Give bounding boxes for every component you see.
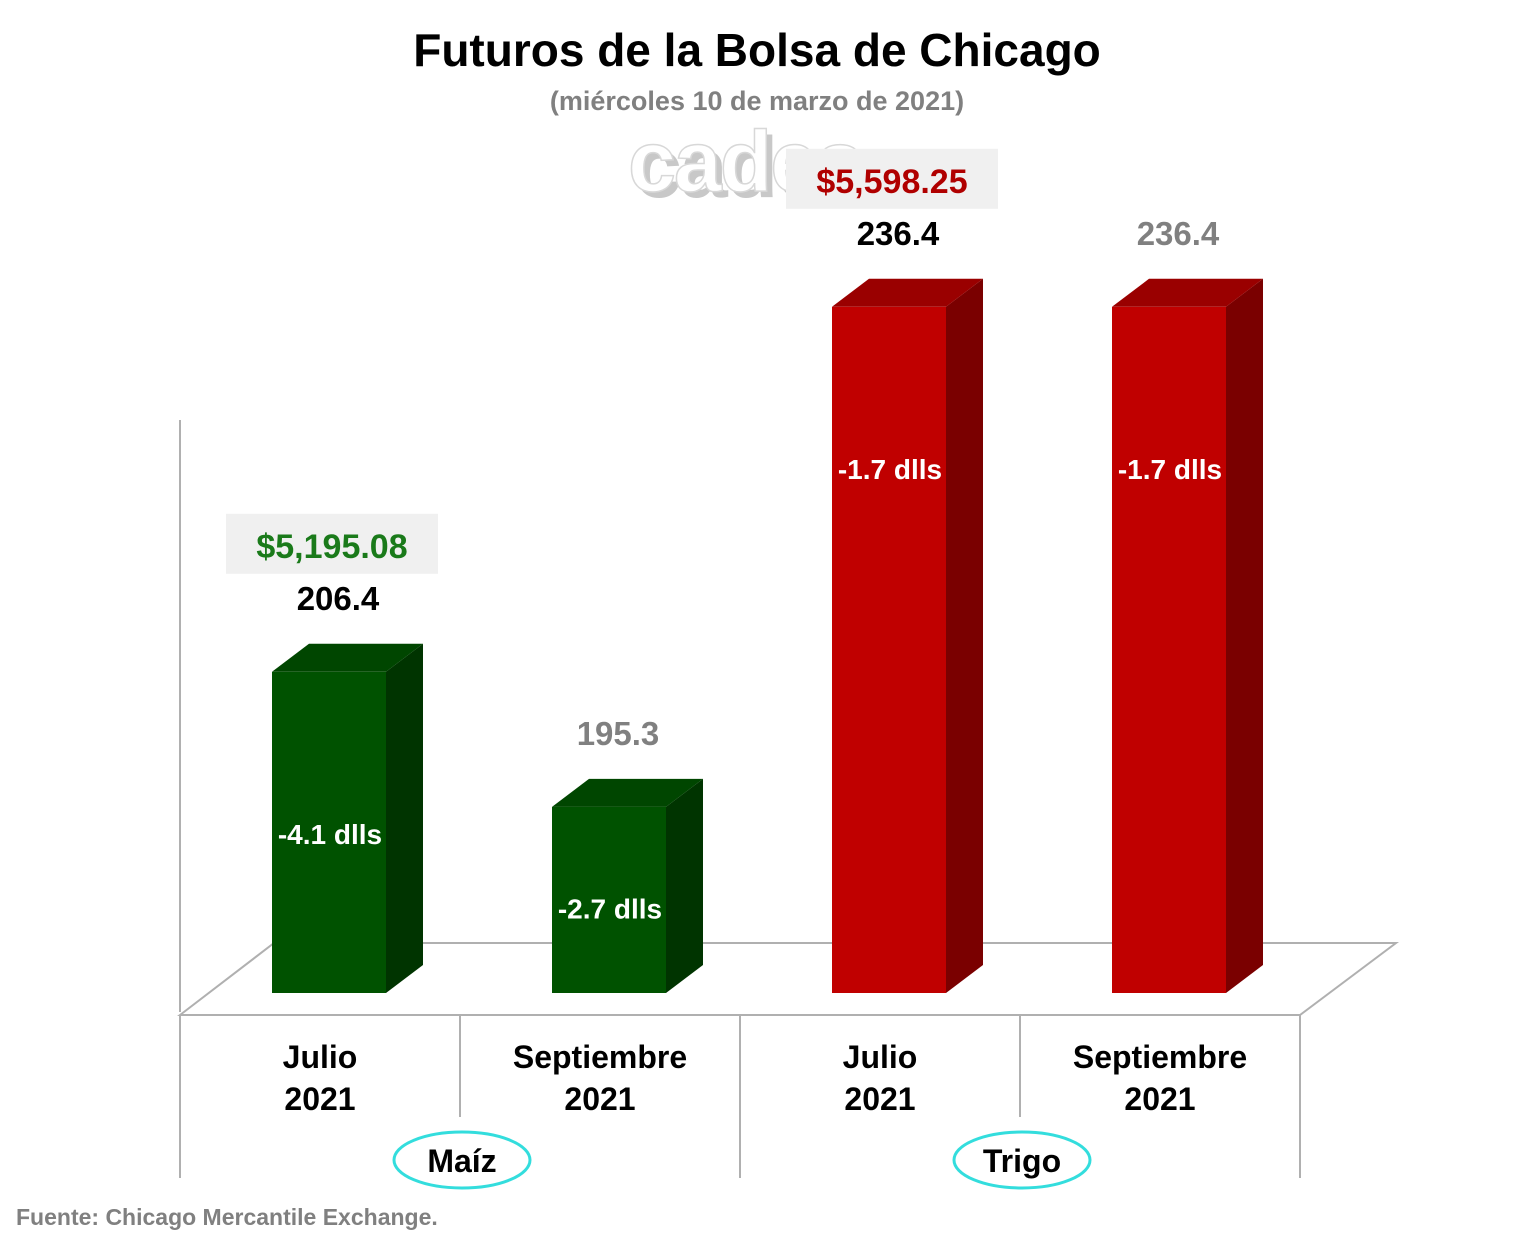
chart-subtitle: (miércoles 10 de marzo de 2021) xyxy=(550,86,964,116)
price-label: $5,195.08 xyxy=(256,528,407,566)
price-box xyxy=(226,513,438,574)
value-label: 236.4 xyxy=(1137,215,1220,252)
change-label: -1.7 dlls xyxy=(1118,454,1222,485)
floor xyxy=(177,942,1399,1016)
bar-trigo-0 xyxy=(832,278,983,993)
bar-front xyxy=(832,306,946,993)
category-label: Julio 2021 xyxy=(283,1039,358,1117)
category-line: 2021 xyxy=(1124,1081,1195,1117)
value-label: 195.3 xyxy=(577,715,660,752)
axes xyxy=(177,420,1399,1016)
value-label: 206.4 xyxy=(297,580,380,617)
category-line: Septiembre xyxy=(1073,1039,1247,1075)
bar-front xyxy=(272,671,386,993)
category-line: 2021 xyxy=(564,1081,635,1117)
price-box xyxy=(786,148,998,209)
bar-side xyxy=(946,278,983,993)
bars xyxy=(179,278,1301,1178)
value-label: 236.4 xyxy=(857,215,940,252)
group-ellipse xyxy=(952,1130,1092,1190)
category-line: Julio xyxy=(283,1039,358,1075)
chart-title: Futuros de la Bolsa de Chicago xyxy=(413,24,1101,76)
change-label: -4.1 dlls xyxy=(278,819,382,850)
source-note: Fuente: Chicago Mercantile Exchange. xyxy=(16,1204,438,1230)
bar-top xyxy=(1112,278,1263,307)
bar-front xyxy=(552,806,666,993)
group-label: Trigo xyxy=(983,1143,1061,1179)
category-line: Septiembre xyxy=(513,1039,687,1075)
bar-top xyxy=(552,778,703,807)
bar-top xyxy=(272,643,423,672)
bar-maz-1 xyxy=(552,778,703,993)
bar-side xyxy=(666,778,703,993)
labels: -4.1 dlls 206.4 Julio 2021 -2.7 dlls 195.3 Sep… xyxy=(226,148,1247,1190)
category-label: Septiembre 2021 xyxy=(513,1039,687,1117)
bar-trigo-1 xyxy=(1112,278,1263,993)
category-line: Julio xyxy=(843,1039,918,1075)
price-label: $5,598.25 xyxy=(816,163,967,201)
bar-side xyxy=(1226,278,1263,993)
bar-top xyxy=(832,278,983,307)
category-label: Septiembre 2021 xyxy=(1073,1039,1247,1117)
group-label: Maíz xyxy=(427,1143,496,1179)
category-line: 2021 xyxy=(284,1081,355,1117)
group-ellipse xyxy=(392,1130,532,1190)
bar-side xyxy=(386,643,423,993)
bar-maz-0 xyxy=(272,643,423,993)
category-label: Julio 2021 xyxy=(843,1039,918,1117)
change-label: -1.7 dlls xyxy=(838,454,942,485)
bar-front xyxy=(1112,306,1226,993)
change-label: -2.7 dlls xyxy=(558,894,662,925)
category-line: 2021 xyxy=(844,1081,915,1117)
